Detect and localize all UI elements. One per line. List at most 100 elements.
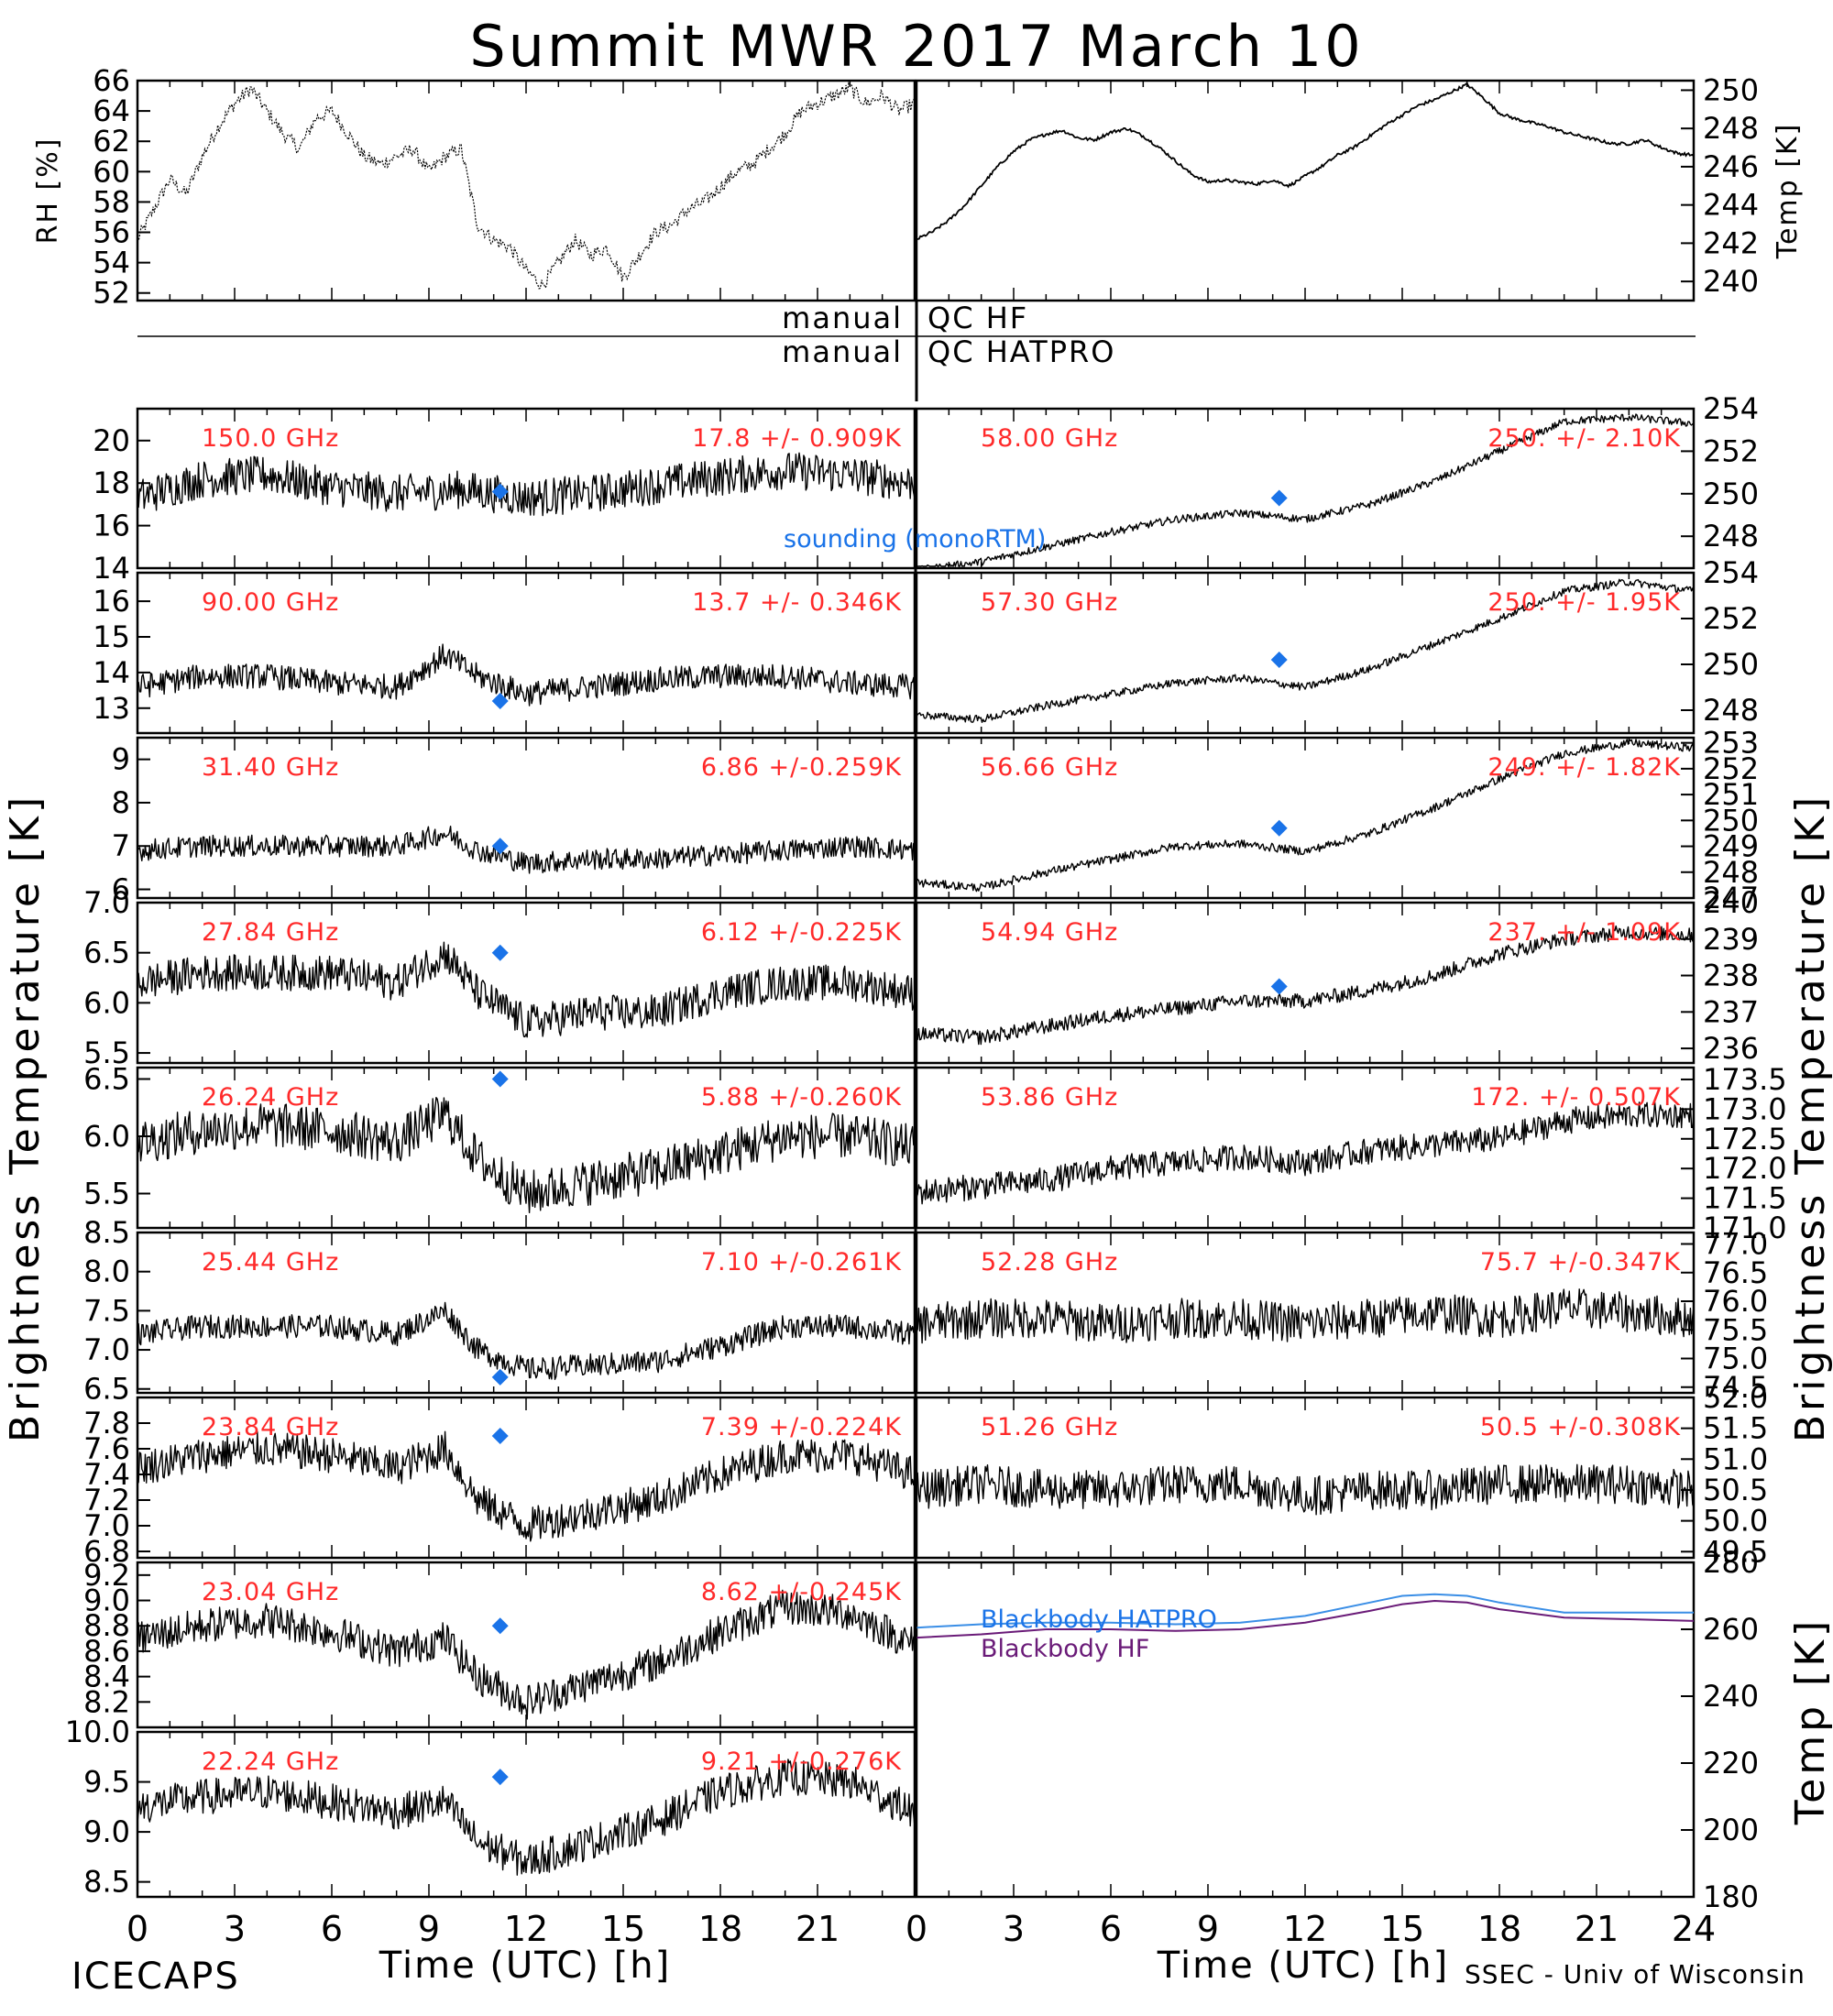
panel-ch5126-ytick-label: 50.0 bbox=[1703, 1504, 1768, 1539]
panel-ch5228-series bbox=[916, 1288, 1695, 1344]
panel-ch5126-ytick-label: 50.5 bbox=[1703, 1473, 1768, 1507]
panel-ch5126-ytick-label: 51.0 bbox=[1703, 1441, 1768, 1476]
x-axis-label-right: Time (UTC) [h] bbox=[1157, 1945, 1449, 1987]
x-tick-label-right: 3 bbox=[1003, 1909, 1025, 1949]
x-tick-label-left: 3 bbox=[224, 1909, 246, 1949]
panel-ch2784-sounding-point bbox=[491, 944, 509, 961]
panel-ch5228-ytick-label: 76.0 bbox=[1703, 1284, 1768, 1319]
x-tick-label-left: 18 bbox=[698, 1909, 742, 1949]
panel-ch2544-sounding-point bbox=[491, 1368, 509, 1386]
panel-ch150-sounding-point bbox=[491, 483, 509, 500]
panel-ch2304-ytick-label: 9.0 bbox=[83, 1583, 130, 1618]
panel-temp-ytick-label: 240 bbox=[1703, 264, 1759, 299]
panel-ch2224-channel-label: 22.24 GHz bbox=[202, 1748, 339, 1776]
panel-ch150-ytick-label: 14 bbox=[93, 551, 130, 586]
panel-ch5494-stat-label: 237. +/- 1.09K bbox=[1487, 918, 1681, 947]
panel-ch2784-ytick-label: 7.0 bbox=[83, 885, 130, 920]
panel-ch5228-ytick-label: 76.5 bbox=[1703, 1255, 1768, 1290]
panel-ch2624-ytick-label: 6.5 bbox=[83, 1062, 130, 1097]
panel-ch2624-stat-label: 5.88 +/-0.260K bbox=[701, 1083, 902, 1112]
left-y-axis-label: Brightness Temperature [K] bbox=[2, 794, 49, 1442]
panel-ch2624-ytick-label: 6.0 bbox=[83, 1119, 130, 1154]
x-tick-label-left: 21 bbox=[796, 1909, 840, 1949]
panel-ch2384-channel-label: 23.84 GHz bbox=[202, 1413, 339, 1441]
right-y-axis-label: Brightness Temperature [K] bbox=[1787, 794, 1833, 1442]
panel-ch2224-sounding-point bbox=[491, 1769, 509, 1786]
panel-ch2784-ytick-label: 5.5 bbox=[83, 1035, 130, 1070]
panel-ch2384-ytick-label: 7.6 bbox=[83, 1431, 130, 1466]
panel-ch5386-series bbox=[916, 1101, 1695, 1205]
panel-ch150-ytick-label: 18 bbox=[93, 466, 130, 500]
panel-ch2384-ytick-label: 7.8 bbox=[83, 1406, 130, 1441]
panel-temp-ytick-label: 242 bbox=[1703, 225, 1759, 260]
panel-ch2304-channel-label: 23.04 GHz bbox=[202, 1578, 339, 1606]
panel-bb-ylabel: Temp [K] bbox=[1787, 1617, 1833, 1825]
panel-ch5386-ytick-label: 171.0 bbox=[1703, 1211, 1787, 1245]
panel-ch2304-stat-label: 8.62 +/-0.245K bbox=[701, 1578, 902, 1606]
panel-ch573-channel-label: 57.30 GHz bbox=[981, 588, 1118, 617]
panel-ch2384-ytick-label: 6.8 bbox=[83, 1534, 130, 1569]
panel-ch5228-ytick-label: 74.5 bbox=[1703, 1370, 1768, 1405]
panel-ch58-ytick-label: 252 bbox=[1703, 433, 1759, 468]
panel-ch2304-sounding-point bbox=[491, 1617, 509, 1635]
x-tick-label-left: 6 bbox=[321, 1909, 343, 1949]
panel-ch5126-ytick-label: 51.5 bbox=[1703, 1411, 1768, 1446]
panel-temp-ytick-label: 248 bbox=[1703, 111, 1759, 146]
panel-ch2304-ytick-label: 8.6 bbox=[83, 1634, 130, 1669]
panel-ch5494-sounding-point bbox=[1270, 978, 1288, 995]
panel-ch314-sounding-point bbox=[491, 838, 509, 855]
panel-ch2384-series bbox=[137, 1430, 916, 1542]
panel-ch2304-ytick-label: 8.2 bbox=[83, 1684, 130, 1719]
panel-ch2384-sounding-point bbox=[491, 1428, 509, 1444]
panel-ch58-stat-label: 250. +/- 2.10K bbox=[1487, 424, 1681, 453]
x-tick-label-left: 9 bbox=[418, 1909, 440, 1949]
panel-ch150-ytick-label: 16 bbox=[93, 509, 130, 543]
panel-rh-ytick-label: 54 bbox=[93, 246, 130, 280]
panel-ch5126-stat-label: 50.5 +/-0.308K bbox=[1480, 1413, 1681, 1441]
panel-ch2224-ytick-label: 9.5 bbox=[83, 1765, 130, 1800]
panel-ch90-ytick-label: 15 bbox=[93, 619, 130, 654]
panel-ch2544-ytick-label: 7.0 bbox=[83, 1332, 130, 1367]
panel-ch5666-ytick-label: 248 bbox=[1703, 855, 1759, 890]
panel-rh-ytick-label: 62 bbox=[93, 124, 130, 159]
panel-ch573-stat-label: 250. +/- 1.95K bbox=[1487, 588, 1681, 617]
panel-ch5494-ytick-label: 237 bbox=[1703, 994, 1759, 1029]
panel-ch5126-ytick-label: 52.0 bbox=[1703, 1380, 1768, 1415]
panel-ch58-ytick-label: 254 bbox=[1703, 391, 1759, 426]
panel-ch5494-ytick-label: 240 bbox=[1703, 885, 1759, 920]
panel-ch2224-ytick-label: 10.0 bbox=[65, 1715, 130, 1749]
panel-ch5386-ytick-label: 173.0 bbox=[1703, 1091, 1787, 1126]
panel-bb-ytick-label: 240 bbox=[1703, 1679, 1759, 1714]
chart-title: Summit MWR 2017 March 10 bbox=[469, 13, 1363, 80]
panel-ch58-ytick-label: 250 bbox=[1703, 477, 1759, 511]
x-tick-label-left: 12 bbox=[504, 1909, 548, 1949]
panel-ch314-stat-label: 6.86 +/-0.259K bbox=[701, 753, 902, 782]
panel-ch2624-channel-label: 26.24 GHz bbox=[202, 1083, 339, 1112]
panel-ch573-sounding-point bbox=[1270, 652, 1288, 668]
panel-ch573-series bbox=[916, 578, 1695, 723]
panel-rh-ytick-label: 52 bbox=[93, 276, 130, 311]
qc-hatpro-label-left: manual bbox=[782, 334, 903, 369]
panel-ch5666-ytick-label: 250 bbox=[1703, 803, 1759, 838]
x-tick-label-right: 6 bbox=[1100, 1909, 1122, 1949]
panel-ch5228-ytick-label: 77.0 bbox=[1703, 1227, 1768, 1262]
x-tick-label-left: 0 bbox=[126, 1909, 148, 1949]
panel-bb-ytick-label: 280 bbox=[1703, 1545, 1759, 1580]
panel-ch5666-series bbox=[916, 739, 1695, 893]
panel-ch90-stat-label: 13.7 +/- 0.346K bbox=[692, 588, 902, 617]
panel-ch90-channel-label: 90.00 GHz bbox=[202, 588, 339, 617]
qc-hatpro-label-right: QC HATPRO bbox=[927, 334, 1115, 369]
panel-ch2544-ytick-label: 8.0 bbox=[83, 1255, 130, 1289]
panel-ch5666-channel-label: 56.66 GHz bbox=[981, 753, 1118, 782]
panel-ch5386-channel-label: 53.86 GHz bbox=[981, 1083, 1118, 1112]
panel-ch2304-ytick-label: 9.2 bbox=[83, 1558, 130, 1593]
panel-temp-ylabel: Temp [K] bbox=[1772, 123, 1804, 260]
panel-ch2784-series bbox=[137, 941, 916, 1038]
panel-ch314-channel-label: 31.40 GHz bbox=[202, 753, 339, 782]
panel-ch314-ytick-label: 8 bbox=[112, 785, 130, 820]
panel-ch5666-ytick-label: 253 bbox=[1703, 726, 1759, 761]
panel-ch150-stat-label: 17.8 +/- 0.909K bbox=[692, 424, 902, 453]
panel-ch2624-ytick-label: 5.5 bbox=[83, 1177, 130, 1211]
panel-ch5494-series bbox=[916, 925, 1695, 1046]
panel-ch5386-stat-label: 172. +/- 0.507K bbox=[1471, 1083, 1681, 1112]
